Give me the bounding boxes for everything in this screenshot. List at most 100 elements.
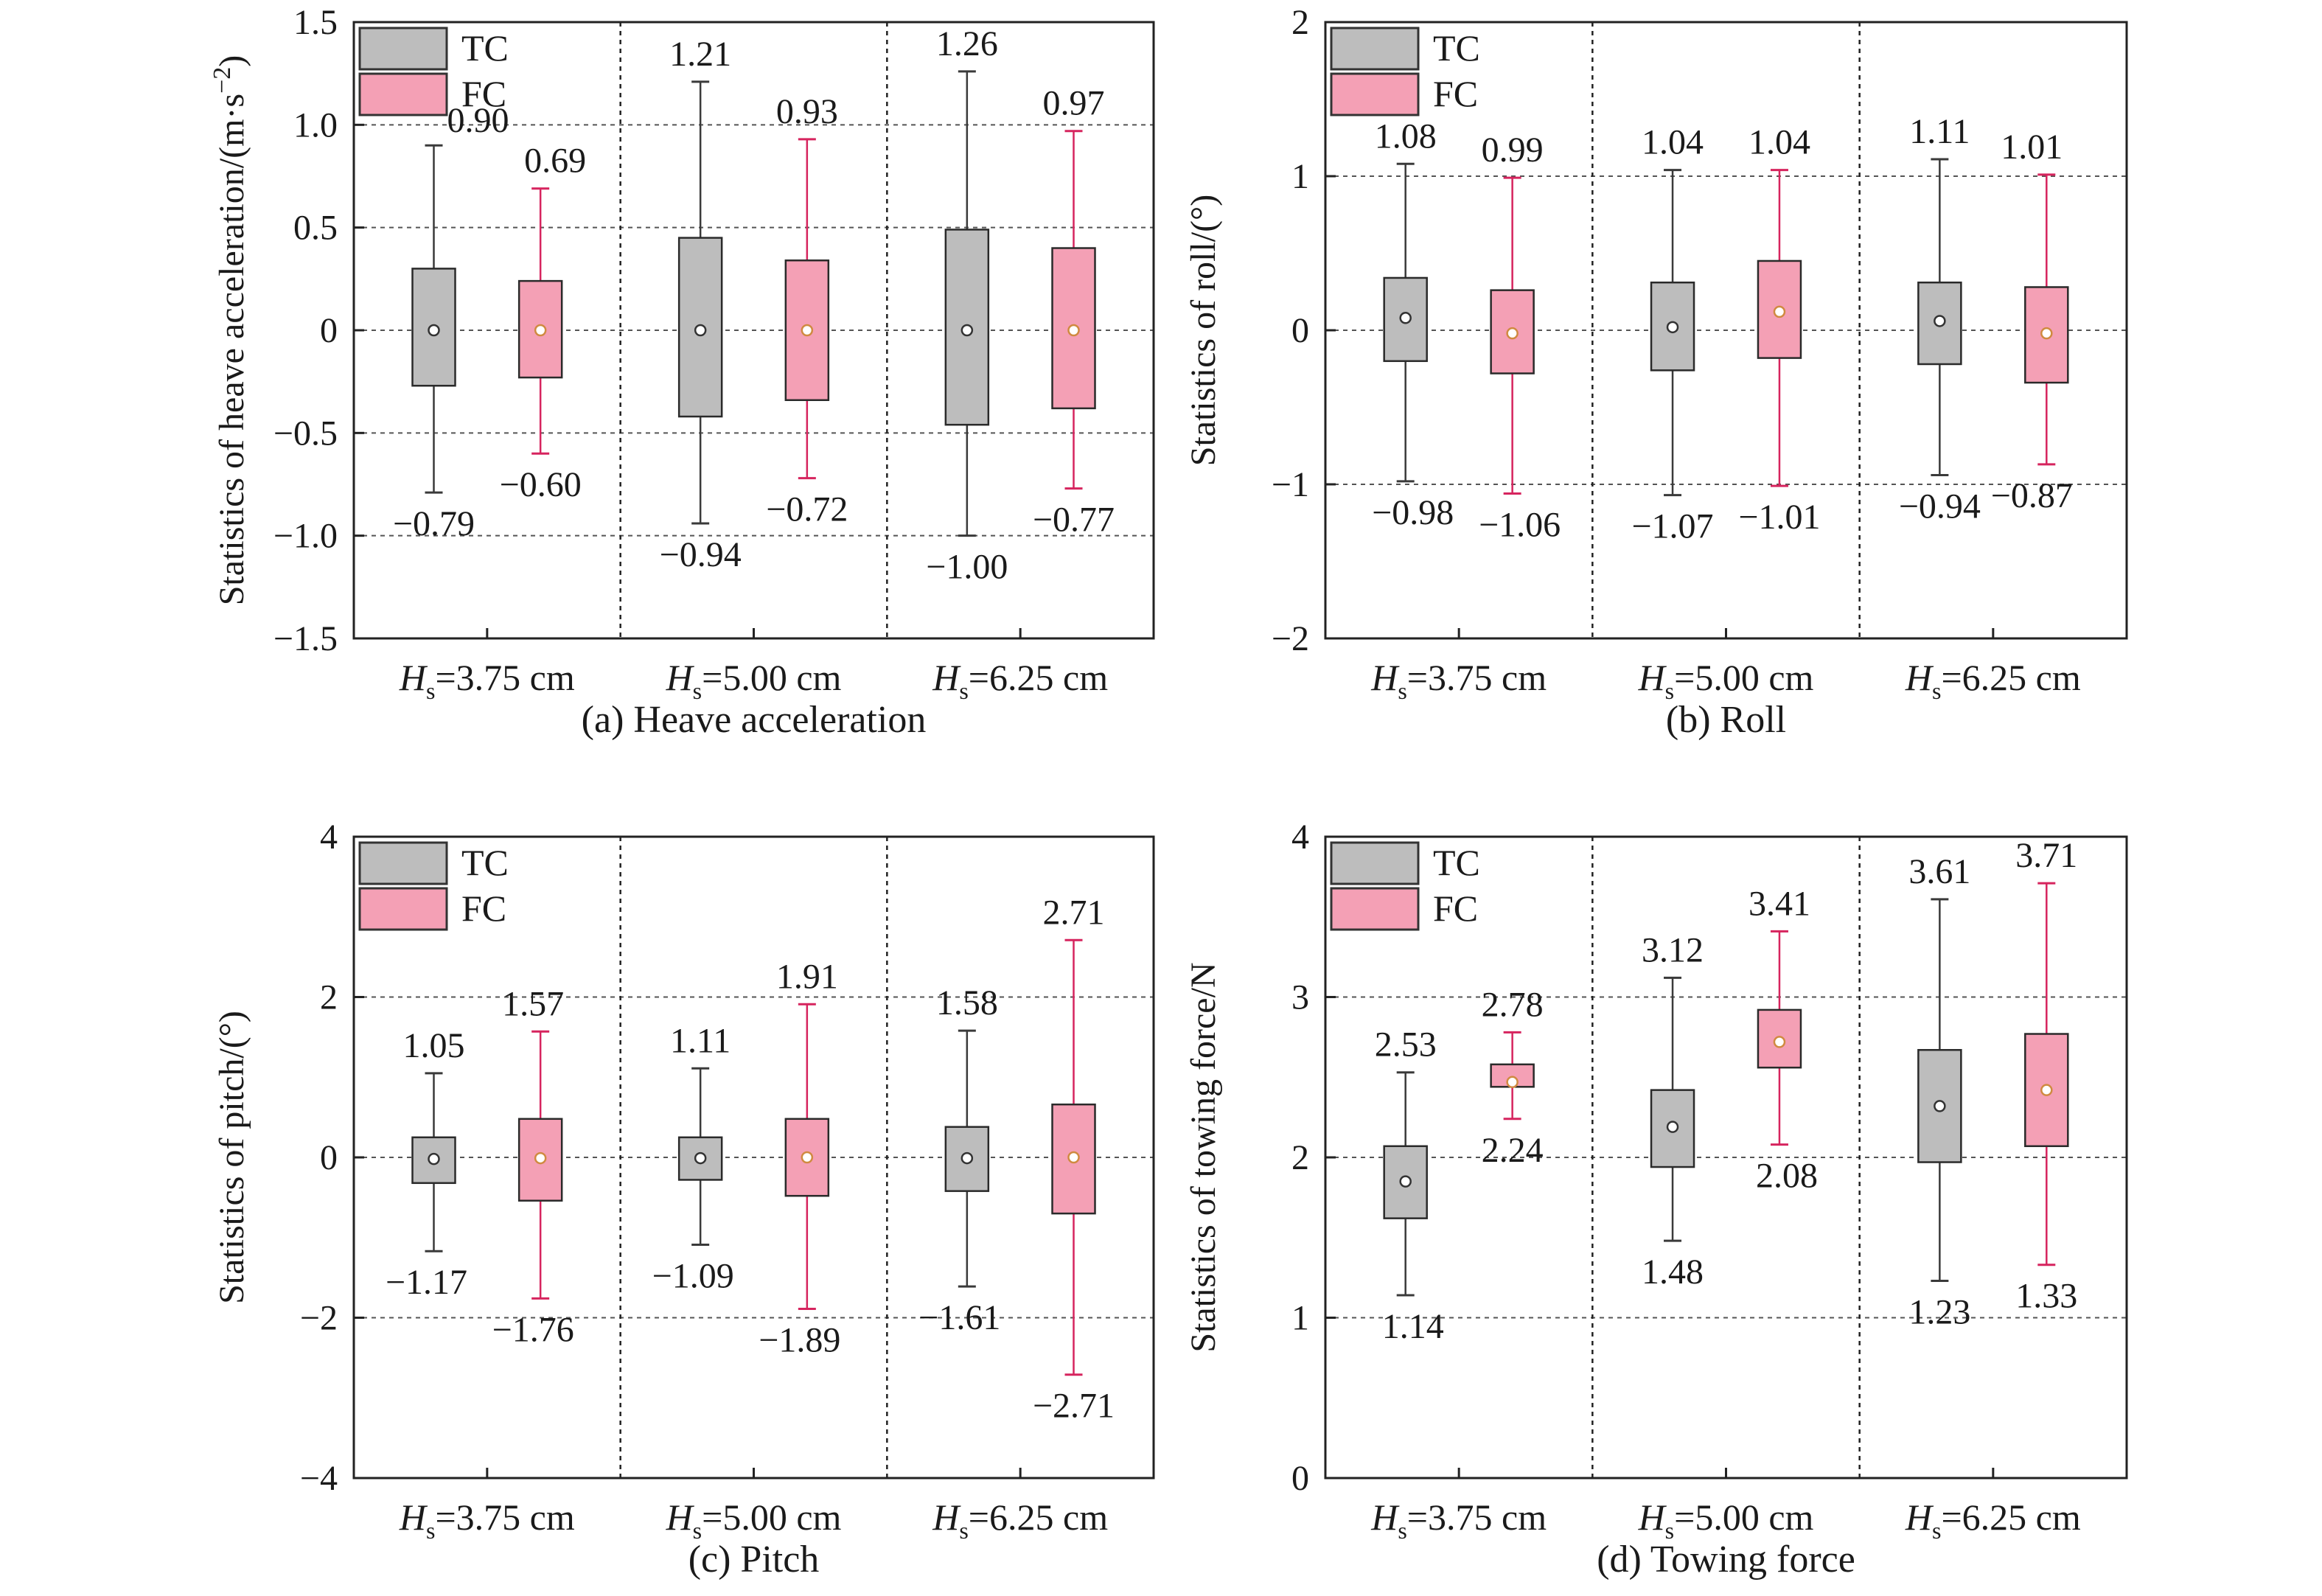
- y-tick-label: 0.5: [293, 209, 338, 248]
- box-tc: 0.90 −0.79: [393, 101, 509, 543]
- y-tick-label: 4: [320, 818, 338, 857]
- box-fc: 0.69 −0.60: [500, 142, 587, 504]
- min-value-label: −1.07: [1631, 507, 1713, 546]
- median-marker: [694, 1151, 707, 1165]
- y-tick-label: −0.5: [273, 414, 338, 453]
- median-marker: [1666, 1121, 1679, 1133]
- x-category-subscript: s: [693, 1517, 702, 1544]
- x-category-symbol: H: [932, 1496, 961, 1538]
- legend-label-tc: TC: [461, 27, 509, 69]
- y-tick-label: −1.5: [273, 619, 338, 658]
- legend-swatch-fc: [358, 72, 448, 116]
- min-value-label: −1.17: [386, 1263, 467, 1302]
- box-fc: 1.57 −1.76: [492, 984, 574, 1349]
- x-category-value: =5.00 cm: [702, 1496, 841, 1538]
- max-value-label: 0.69: [524, 142, 586, 181]
- y-tick-label: −1.0: [273, 517, 338, 556]
- min-value-label: 2.24: [1482, 1131, 1544, 1170]
- median-marker: [1506, 1076, 1519, 1089]
- max-value-label: 0.93: [776, 92, 838, 131]
- x-category-label: Hs=3.75 cm: [399, 1496, 575, 1544]
- min-value-label: −2.71: [1033, 1387, 1115, 1426]
- min-value-label: −0.94: [660, 535, 742, 574]
- box-tc: 2.53 1.14: [1375, 1025, 1444, 1346]
- x-category-subscript: s: [959, 677, 968, 704]
- y-tick-label: 1: [1291, 1299, 1309, 1338]
- legend-label-fc: FC: [461, 73, 506, 114]
- max-value-label: 2.78: [1482, 985, 1544, 1024]
- x-category-subscript: s: [426, 677, 435, 704]
- box-iqr: [1917, 281, 1962, 366]
- legend-label-fc: FC: [461, 888, 506, 929]
- median-marker: [2040, 327, 2053, 340]
- box-tc: 1.08 −0.98: [1372, 116, 1454, 532]
- panel-caption: (b) Roll: [1666, 699, 1786, 741]
- max-value-label: 1.91: [776, 957, 838, 996]
- y-tick-label: −4: [300, 1459, 338, 1498]
- x-category-symbol: H: [399, 1496, 428, 1538]
- min-value-label: 1.14: [1382, 1307, 1444, 1346]
- median-marker: [1773, 1036, 1786, 1048]
- legend: TC FC: [358, 841, 509, 931]
- max-value-label: 1.26: [936, 24, 998, 63]
- x-category-symbol: H: [1638, 657, 1667, 698]
- x-category-label: Hs=5.00 cm: [666, 657, 842, 704]
- x-category-subscript: s: [959, 1517, 968, 1544]
- max-value-label: 1.04: [1642, 123, 1704, 162]
- x-category-subscript: s: [693, 677, 702, 704]
- y-axis-label: Statistics of towing force/N: [1184, 962, 1223, 1352]
- max-value-label: 0.97: [1043, 84, 1105, 123]
- median-marker: [960, 1151, 974, 1165]
- median-marker: [428, 324, 440, 337]
- x-category-symbol: H: [1905, 657, 1934, 698]
- max-value-label: 1.21: [669, 35, 731, 74]
- box-fc: 3.71 1.33: [2015, 836, 2077, 1316]
- min-value-label: −0.77: [1033, 501, 1115, 540]
- chart-panel-a: 1.51.00.50−0.5−1.0−1.5Hs=3.75 cm Hs=5.00 …: [209, 3, 1155, 741]
- min-value-label: −0.60: [500, 465, 582, 504]
- x-category-symbol: H: [399, 657, 428, 698]
- legend-label-tc: TC: [1433, 842, 1480, 883]
- x-category-symbol: H: [1370, 1496, 1400, 1538]
- box-fc: 0.99 −1.06: [1479, 130, 1561, 544]
- box-tc: 1.05 −1.17: [386, 1026, 467, 1302]
- y-axis-label: Statistics of roll/(°): [1184, 195, 1223, 466]
- x-category-subscript: s: [1932, 677, 1941, 704]
- median-marker: [1399, 312, 1412, 324]
- median-marker: [2040, 1084, 2053, 1096]
- panel-caption: (c) Pitch: [688, 1538, 820, 1581]
- x-category-value: =3.75 cm: [435, 1496, 574, 1538]
- median-marker: [801, 324, 814, 337]
- y-tick-label: 0: [320, 311, 338, 350]
- max-value-label: 1.04: [1749, 123, 1810, 162]
- chart-panel-c: 420−2−4Hs=3.75 cm Hs=5.00 cm Hs=6.25 cm(c)…: [212, 818, 1155, 1581]
- y-tick-label: −1: [1272, 465, 1309, 504]
- min-value-label: −1.09: [652, 1257, 734, 1296]
- y-axis-label: Statistics of pitch/(°): [212, 1011, 251, 1304]
- y-axis-label-text: Statistics of towing force/N: [1184, 962, 1223, 1352]
- max-value-label: 3.61: [1908, 852, 1970, 891]
- y-axis-label-text-end: ): [212, 55, 251, 67]
- x-category-value: =5.00 cm: [1674, 657, 1813, 698]
- x-category-symbol: H: [1370, 657, 1400, 698]
- min-value-label: 1.23: [1908, 1292, 1970, 1331]
- x-category-value: =5.00 cm: [702, 657, 841, 698]
- min-value-label: −0.98: [1372, 493, 1454, 532]
- median-marker: [1666, 321, 1679, 334]
- legend: TC FC: [1330, 841, 1480, 931]
- box-fc: 2.78 2.24: [1482, 985, 1544, 1169]
- x-category-value: =6.25 cm: [969, 657, 1108, 698]
- x-category-value: =6.25 cm: [969, 1496, 1108, 1538]
- legend-label-fc: FC: [1433, 73, 1478, 114]
- legend-swatch-tc: [1330, 27, 1420, 71]
- x-category-label: Hs=6.25 cm: [932, 657, 1108, 704]
- box-tc: 1.21 −0.94: [660, 35, 742, 574]
- x-category-symbol: H: [666, 657, 695, 698]
- legend-label-tc: TC: [1433, 27, 1480, 69]
- legend-swatch-fc: [1330, 887, 1420, 931]
- box-tc: 1.26 −1.00: [926, 24, 1008, 587]
- min-value-label: −1.00: [926, 548, 1008, 587]
- max-value-label: 3.71: [2015, 836, 2077, 875]
